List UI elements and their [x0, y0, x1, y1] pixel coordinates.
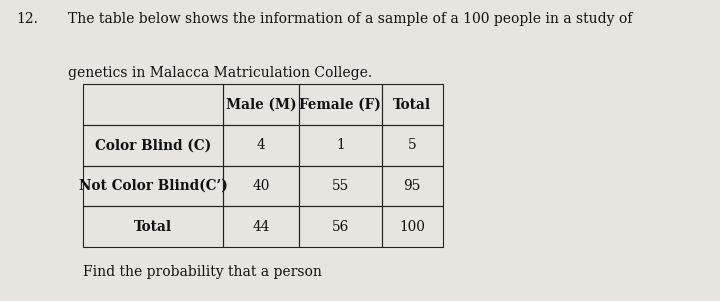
- Bar: [382, 125, 443, 166]
- Text: 5: 5: [408, 138, 416, 152]
- Bar: [299, 206, 382, 247]
- Bar: [83, 166, 223, 206]
- Text: 95: 95: [403, 179, 421, 193]
- Text: 44: 44: [252, 219, 270, 234]
- Text: The table below shows the information of a sample of a 100 people in a study of: The table below shows the information of…: [68, 12, 633, 26]
- Bar: [382, 166, 443, 206]
- Text: 40: 40: [252, 179, 270, 193]
- Text: 100: 100: [400, 219, 425, 234]
- Bar: [223, 206, 299, 247]
- Text: genetics in Malacca Matriculation College.: genetics in Malacca Matriculation Colleg…: [68, 66, 372, 80]
- Bar: [83, 84, 223, 125]
- Text: Not Color Blind(C’): Not Color Blind(C’): [78, 179, 228, 193]
- Text: 56: 56: [332, 219, 348, 234]
- Text: Total: Total: [134, 219, 172, 234]
- Text: 55: 55: [332, 179, 348, 193]
- Text: Female (F): Female (F): [300, 98, 381, 112]
- Bar: [382, 84, 443, 125]
- Bar: [299, 166, 382, 206]
- Text: 4: 4: [256, 138, 266, 152]
- Bar: [382, 206, 443, 247]
- Bar: [223, 166, 299, 206]
- Text: Total: Total: [393, 98, 431, 112]
- Text: Color Blind (C): Color Blind (C): [95, 138, 211, 152]
- Bar: [223, 84, 299, 125]
- Bar: [299, 84, 382, 125]
- Text: Male (M): Male (M): [226, 98, 296, 112]
- Text: Find the probability that a person: Find the probability that a person: [83, 265, 322, 279]
- Text: 1: 1: [336, 138, 344, 152]
- Text: 12.: 12.: [16, 12, 37, 26]
- Bar: [299, 125, 382, 166]
- Bar: [223, 125, 299, 166]
- Bar: [83, 125, 223, 166]
- Bar: [83, 206, 223, 247]
